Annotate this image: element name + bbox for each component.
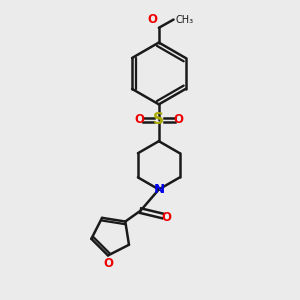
- Text: O: O: [173, 113, 183, 126]
- Text: O: O: [103, 257, 113, 270]
- Text: O: O: [162, 211, 172, 224]
- Text: N: N: [153, 183, 164, 196]
- Text: S: S: [153, 112, 164, 127]
- Text: CH₃: CH₃: [175, 15, 193, 25]
- Text: O: O: [147, 13, 158, 26]
- Text: O: O: [135, 113, 145, 126]
